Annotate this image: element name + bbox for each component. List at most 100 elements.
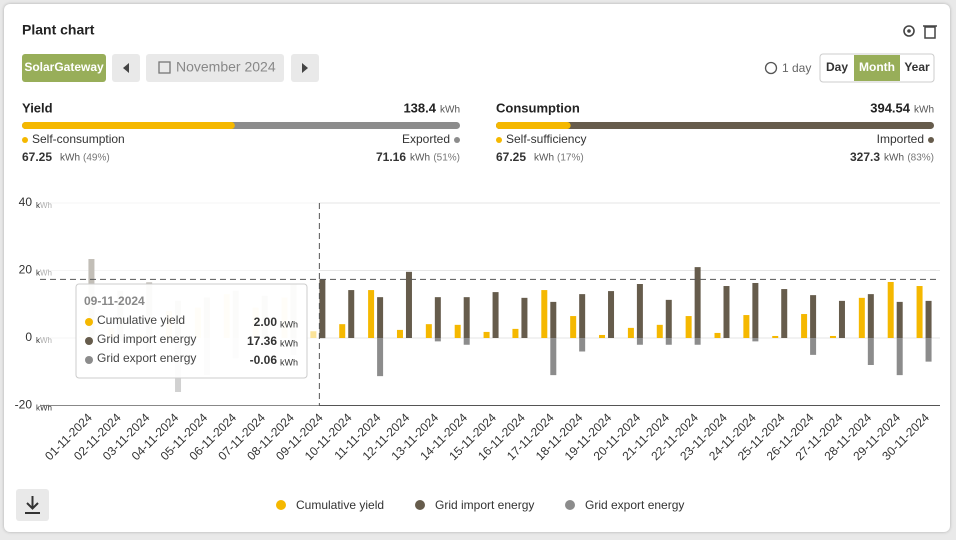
bar [868, 338, 874, 365]
bar [888, 282, 894, 338]
bar [550, 302, 556, 338]
tooltip-dot [85, 356, 93, 364]
summary-bar-part [496, 122, 571, 129]
bar [484, 332, 490, 338]
summary-total: 394.54 [870, 100, 911, 115]
summary-unit: kWh [440, 105, 460, 116]
bar [406, 272, 412, 338]
dot [22, 137, 28, 143]
legend-dot[interactable] [276, 500, 286, 510]
bar [917, 286, 923, 338]
tooltip-unit: kWh [280, 319, 298, 329]
summary-left-label: Self-sufficiency [506, 132, 586, 146]
tooltip-date: 09-11-2024 [84, 294, 145, 308]
bar [570, 316, 576, 338]
summary-right-share: (83%) [907, 153, 934, 164]
summary-right-label: Imported [877, 132, 924, 146]
summary-left-value: 67.25 [22, 150, 52, 164]
view-button[interactable]: Day [826, 60, 848, 74]
bar [377, 297, 383, 338]
y-tick-label: -20 [15, 398, 33, 412]
summary-title: Consumption [496, 100, 580, 115]
bar [464, 297, 470, 338]
tooltip-value: -0.06 [250, 353, 278, 367]
y-tick-label: 20 [19, 263, 33, 277]
period-label[interactable]: November 2024 [176, 59, 276, 75]
bar [319, 279, 325, 338]
summary-left-share: (49%) [83, 153, 110, 164]
bar [666, 300, 672, 338]
summary-left-label: Self-consumption [32, 132, 125, 146]
tooltip-value: 17.36 [247, 334, 277, 348]
summary-right-label: Exported [402, 132, 450, 146]
summary-left-unit: kWh [60, 153, 80, 164]
bar [339, 324, 345, 338]
bar [368, 290, 374, 338]
bar [772, 336, 778, 338]
interval-label: 1 day [782, 61, 811, 75]
summary-title: Yield [22, 100, 53, 115]
gateway-label[interactable]: SolarGateway [24, 60, 104, 74]
bar [455, 325, 461, 338]
bar [781, 289, 787, 338]
bar [657, 325, 663, 338]
bar [810, 338, 816, 355]
bar [579, 294, 585, 338]
summary-right-unit: kWh [884, 153, 904, 164]
summary-left-unit: kWh [534, 153, 554, 164]
summary-total: 138.4 [403, 100, 436, 115]
tooltip-dot [85, 337, 93, 345]
bar [686, 316, 692, 338]
view-button[interactable]: Month [859, 60, 895, 74]
bar [521, 298, 527, 338]
bar [715, 333, 721, 338]
clock-icon [766, 63, 777, 74]
summary-right-value: 71.16 [376, 150, 406, 164]
summary-left-share: (17%) [557, 153, 584, 164]
tooltip-name: Grid import energy [97, 332, 196, 346]
bar [695, 267, 701, 338]
bar [397, 330, 403, 338]
tooltip-dot [85, 318, 93, 326]
y-tick-label: 40 [19, 195, 33, 209]
bar [637, 338, 643, 345]
dot [454, 137, 460, 143]
bar [897, 302, 903, 338]
tooltip-name: Grid export energy [97, 351, 196, 365]
bar [608, 291, 614, 338]
bar [637, 284, 643, 338]
bar [426, 324, 432, 338]
legend-label[interactable]: Cumulative yield [296, 498, 384, 512]
legend-dot[interactable] [415, 500, 425, 510]
bar [724, 286, 730, 338]
bar [628, 328, 634, 338]
bar [859, 298, 865, 338]
bar [666, 338, 672, 345]
title: Plant chart [22, 22, 95, 38]
legend-label[interactable]: Grid import energy [435, 498, 534, 512]
dot [928, 137, 934, 143]
bar [926, 301, 932, 338]
bar [801, 314, 807, 338]
bar [541, 290, 547, 338]
bar [579, 338, 585, 352]
bar [695, 338, 701, 345]
bar [752, 338, 758, 341]
bar [810, 295, 816, 338]
dot [496, 137, 502, 143]
summary-unit: kWh [914, 105, 934, 116]
bar [435, 338, 441, 341]
bar [377, 338, 383, 376]
bar [868, 294, 874, 338]
summary-right-unit: kWh [410, 153, 430, 164]
legend-label[interactable]: Grid export energy [585, 498, 684, 512]
bar [752, 283, 758, 338]
summary-right-value: 327.3 [850, 150, 880, 164]
view-button[interactable]: Year [904, 60, 930, 74]
legend-dot[interactable] [565, 500, 575, 510]
bar [599, 335, 605, 338]
bar [743, 315, 749, 338]
delete-icon[interactable] [923, 26, 937, 38]
y-tick-label: 0 [25, 330, 32, 344]
settings-icon[interactable] [904, 26, 914, 36]
